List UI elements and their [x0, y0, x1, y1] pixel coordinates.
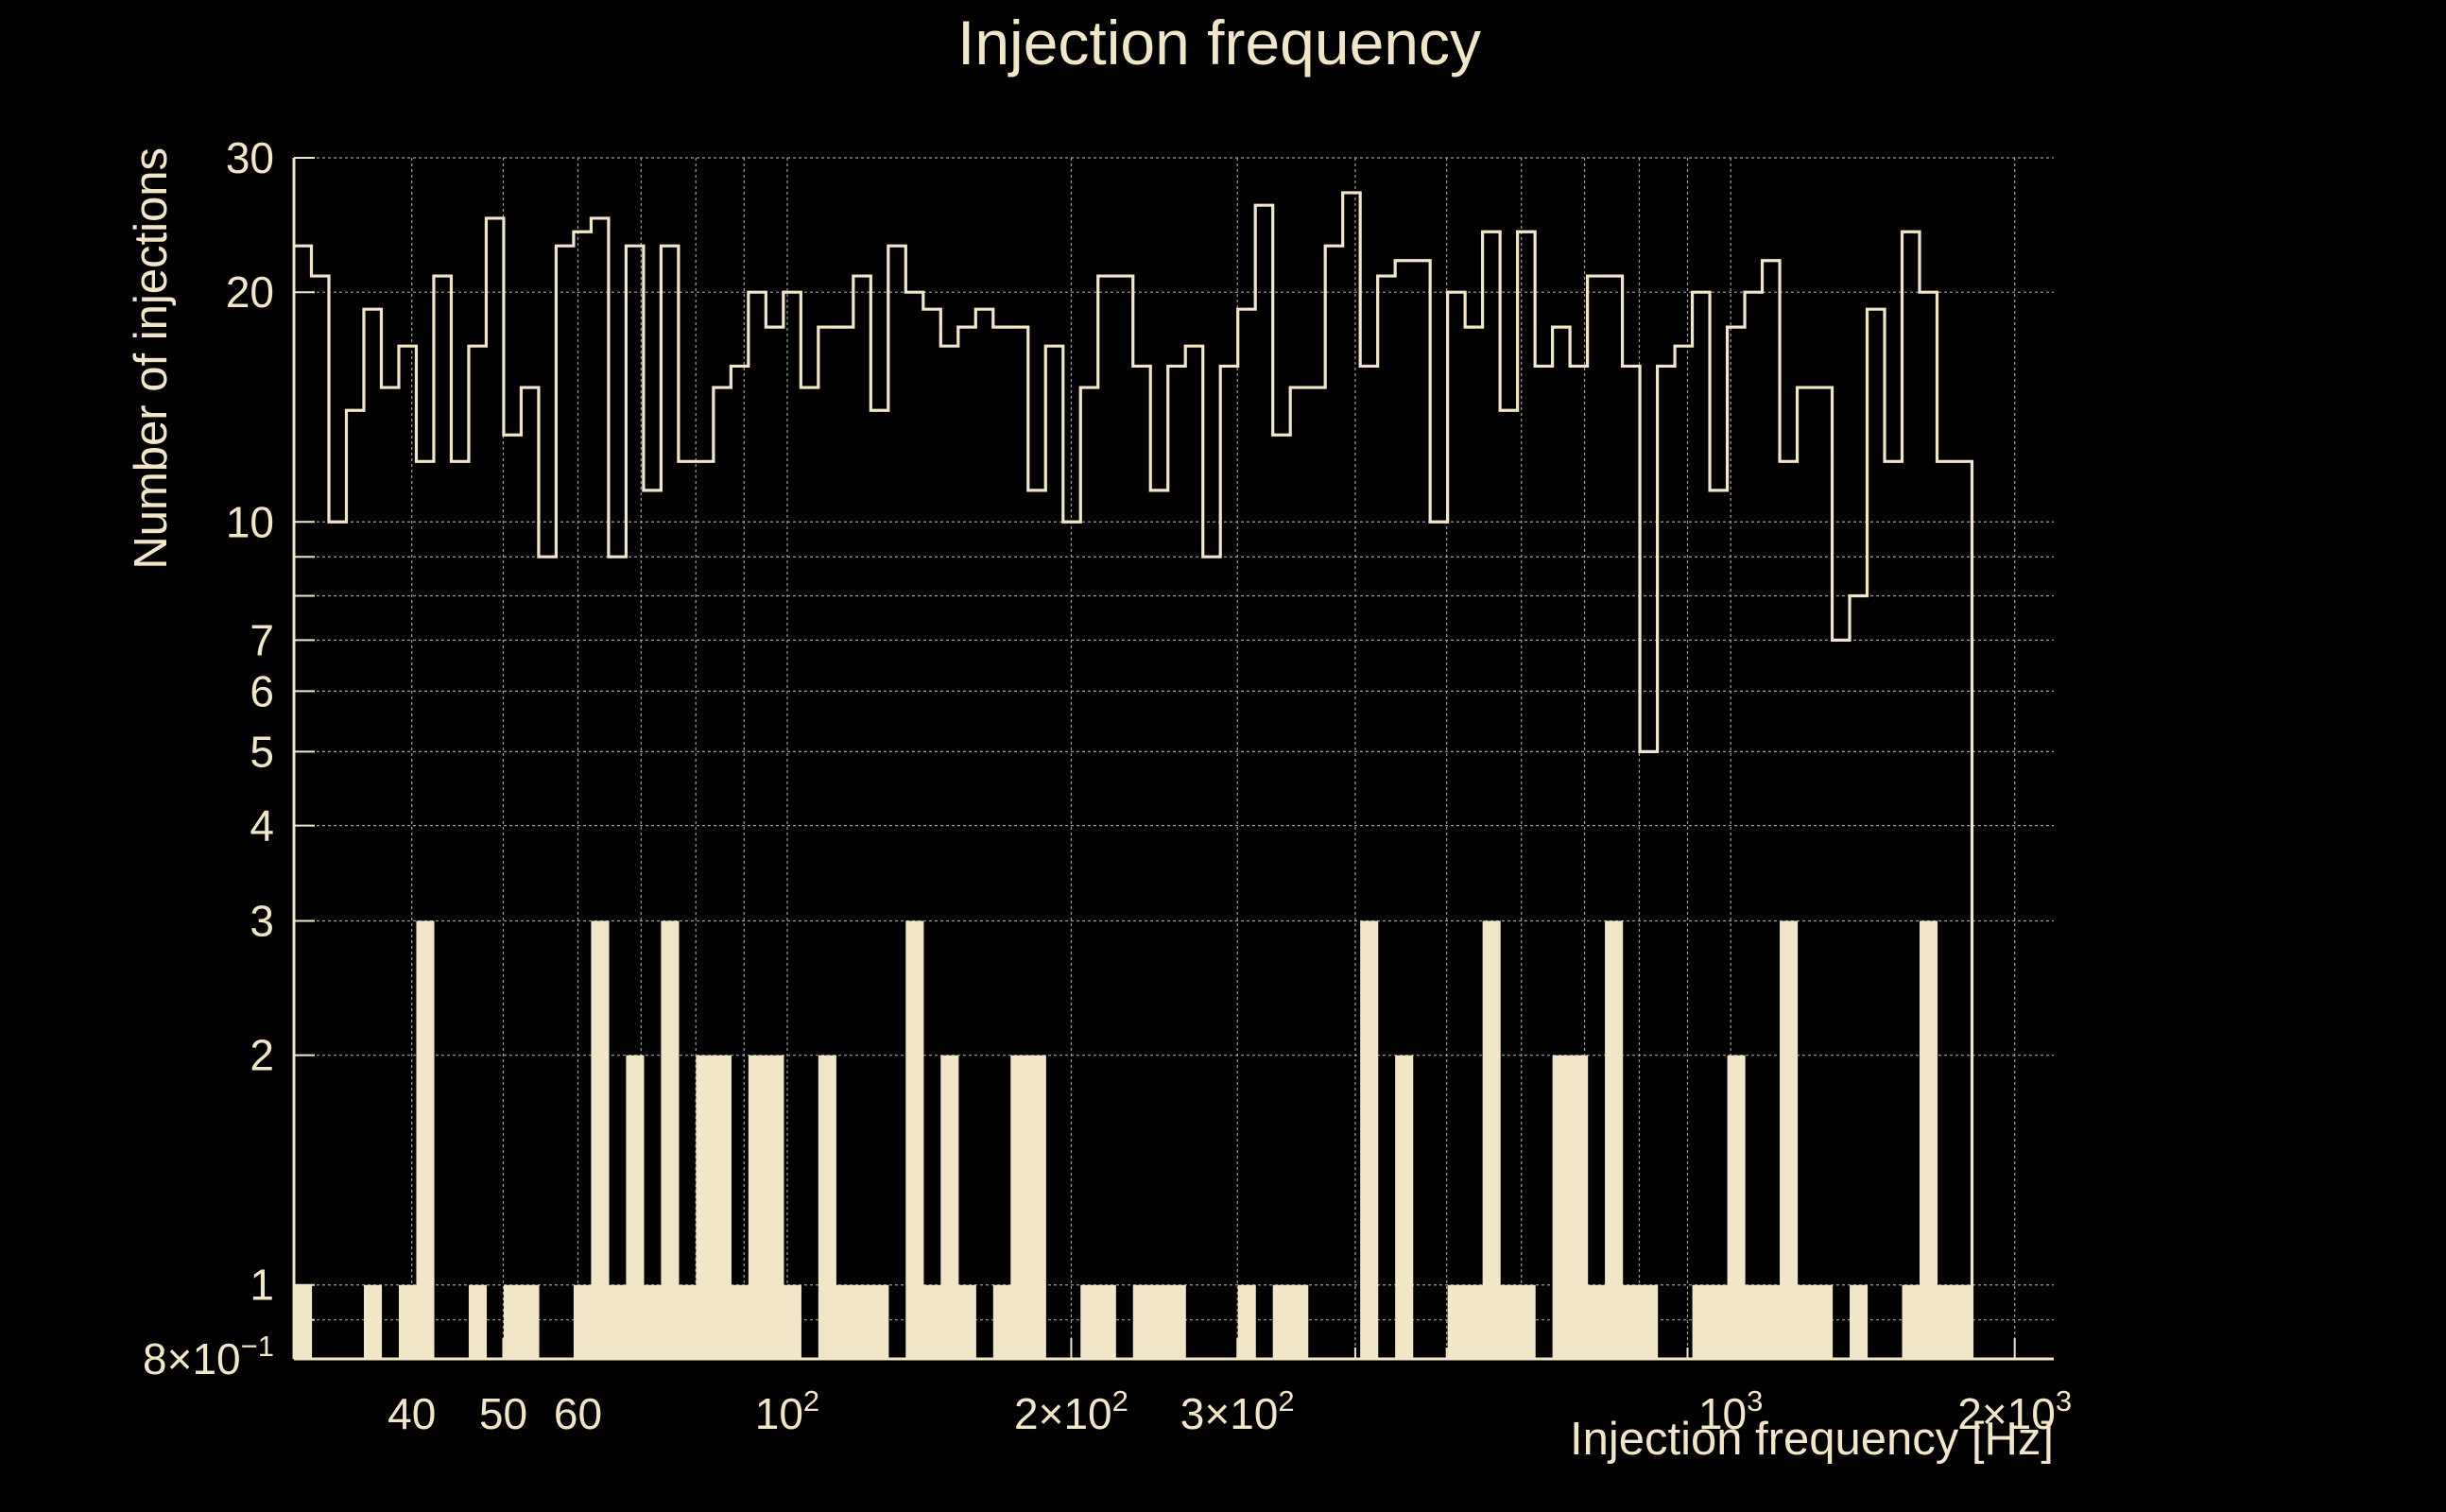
- histogram-bar: [1465, 1284, 1484, 1359]
- histogram-bar: [678, 1284, 697, 1359]
- x-tick-label: 3×102: [1180, 1384, 1295, 1438]
- histogram-bar: [468, 1284, 488, 1359]
- histogram-bar: [591, 920, 610, 1359]
- x-tick-label: 102: [755, 1384, 819, 1438]
- histogram-bar: [521, 1284, 540, 1359]
- histogram-bar: [1552, 1055, 1571, 1359]
- histogram-bar: [1447, 1284, 1466, 1359]
- histogram-bar: [766, 1055, 784, 1359]
- histogram-bar: [398, 1284, 418, 1359]
- histogram-bar: [1167, 1284, 1186, 1359]
- filled-bars: [294, 920, 1973, 1359]
- histogram-bar: [1937, 1284, 1955, 1359]
- chart-title: Injection frequency: [957, 8, 1481, 77]
- histogram-bar: [1902, 1284, 1921, 1359]
- histogram-bar: [1272, 1284, 1291, 1359]
- histogram-bar: [1762, 1284, 1781, 1359]
- x-tick-label: 40: [388, 1389, 436, 1438]
- x-tick-label: 103: [1698, 1384, 1763, 1438]
- histogram-bar: [1815, 1284, 1834, 1359]
- histogram-bar: [1850, 1284, 1869, 1359]
- step-outline-line: [294, 191, 1974, 1359]
- histogram-bar: [1622, 1284, 1641, 1359]
- histogram-bar: [1517, 1284, 1536, 1359]
- y-tick-label: 2: [250, 1031, 274, 1080]
- histogram-bar: [1954, 1284, 1973, 1359]
- histogram-bar: [731, 1284, 749, 1359]
- histogram-bar: [1080, 1284, 1099, 1359]
- y-tick-label: 8×10−1: [143, 1330, 274, 1383]
- axes: [292, 157, 2054, 1361]
- y-tick-labels: 8×10−1 1 2 3 4 5 67 10 20 30: [143, 133, 274, 1383]
- histogram-bar: [783, 1284, 801, 1359]
- histogram-bar: [1132, 1284, 1151, 1359]
- x-axis-label: Injection frequency [Hz]: [1570, 1414, 2054, 1465]
- histogram-bar: [1727, 1055, 1746, 1359]
- histogram-bar: [1745, 1284, 1764, 1359]
- histogram-bar: [573, 1284, 593, 1359]
- histogram-bar: [1237, 1284, 1256, 1359]
- histogram-bar: [294, 1284, 313, 1359]
- y-axis-label: Number of injections: [126, 147, 177, 570]
- x-tick-label: 60: [554, 1389, 602, 1438]
- histogram-bar: [835, 1284, 854, 1359]
- histogram-bar: [643, 1284, 662, 1359]
- histogram-bar: [1710, 1284, 1729, 1359]
- histogram-bar: [853, 1284, 871, 1359]
- y-tick-label: 30: [226, 133, 274, 182]
- histogram-bar: [870, 1284, 889, 1359]
- histogram-bar: [1570, 1055, 1589, 1359]
- histogram-bar: [1605, 920, 1624, 1359]
- histogram-bar: [1780, 920, 1799, 1359]
- x-tick-label: 50: [479, 1389, 527, 1438]
- histogram-bar: [1027, 1055, 1046, 1359]
- histogram-bar: [1010, 1055, 1029, 1359]
- histogram-bar: [1482, 920, 1501, 1359]
- histogram-bar: [922, 1284, 941, 1359]
- histogram-bar: [1500, 1284, 1519, 1359]
- histogram-bar: [416, 920, 435, 1359]
- histogram-bar: [696, 1055, 715, 1359]
- histogram-bar: [940, 1055, 959, 1359]
- histogram-bar: [1395, 1055, 1414, 1359]
- histogram-bar: [1919, 920, 1938, 1359]
- histogram-bar: [1692, 1284, 1711, 1359]
- histogram-bar: [503, 1284, 523, 1359]
- histogram-bar: [1797, 1284, 1816, 1359]
- histogram-bar: [608, 1284, 627, 1359]
- histogram-bar: [713, 1055, 732, 1359]
- histogram-bar: [661, 920, 680, 1359]
- y-tick-label: 20: [226, 267, 274, 317]
- histogram-bar: [905, 920, 924, 1359]
- histogram-bar: [1150, 1284, 1169, 1359]
- y-tick-label: 1: [250, 1261, 274, 1310]
- histogram-bar: [957, 1284, 976, 1359]
- histogram-bar: [818, 1055, 836, 1359]
- histogram-bar: [992, 1284, 1011, 1359]
- y-tick-label: 5: [250, 727, 274, 776]
- x-tick-labels: 40 50 60 102 2×102 3×102 103 2×103: [388, 1384, 2072, 1438]
- y-tick-label: 7: [250, 615, 274, 664]
- histogram-bar: [1587, 1284, 1606, 1359]
- histogram-bar: [626, 1055, 645, 1359]
- histogram-bar: [1640, 1284, 1659, 1359]
- x-tick-label: 2×103: [1957, 1384, 2072, 1438]
- histogram-bar: [1097, 1284, 1116, 1359]
- y-tick-label: 10: [226, 497, 274, 546]
- histogram-bar: [748, 1055, 767, 1359]
- histogram-bar: [363, 1284, 383, 1359]
- y-tick-label: 3: [250, 896, 274, 945]
- y-tick-label: 4: [250, 801, 274, 850]
- histogram-bar: [1290, 1284, 1309, 1359]
- histogram-bar: [1360, 920, 1379, 1359]
- x-tick-label: 2×102: [1014, 1384, 1128, 1438]
- step-outline-series: [294, 191, 1974, 1359]
- y-tick-label: 6: [250, 666, 274, 715]
